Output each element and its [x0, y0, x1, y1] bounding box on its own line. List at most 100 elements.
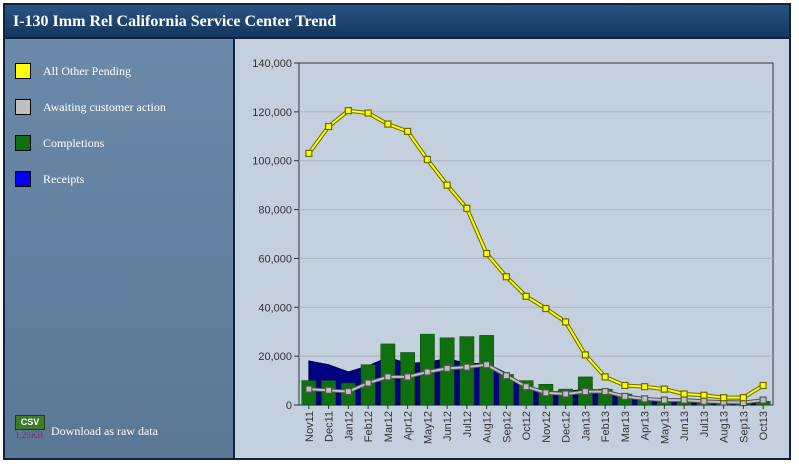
completions-bar [479, 335, 494, 406]
all-other-pending-point [621, 381, 629, 390]
x-tick-label: Jun12 [442, 411, 454, 441]
all-other-pending-point [522, 292, 530, 300]
x-tick-label: Sep12 [501, 411, 513, 443]
x-tick-label: Feb13 [600, 411, 612, 442]
awaiting-customer-action-point [305, 385, 313, 393]
awaiting-customer-action-point [502, 372, 510, 380]
awaiting-customer-action-point [463, 363, 471, 371]
legend-item-receipts[interactable]: Receipts [15, 169, 84, 189]
x-tick-label: Nov11 [304, 411, 316, 442]
awaiting-customer-action-point [680, 396, 688, 404]
legend-label: Awaiting customer action [43, 99, 166, 114]
awaiting-customer-action-point [542, 389, 550, 397]
completions-bar [301, 380, 317, 406]
trend-chart: 0 20,000 40,000 60,000 80,000 100,000 120,000 1… [252, 58, 774, 444]
y-tick-label: 80,000 [258, 205, 292, 217]
all-other-pending-point [384, 120, 392, 128]
awaiting-customer-action-point [700, 397, 708, 405]
x-tick-label: Mar12 [383, 411, 395, 442]
chart-panel: I-130 Imm Rel California Service Center … [3, 3, 791, 460]
awaiting-customer-action-point [641, 395, 649, 403]
awaiting-customer-action-point [601, 387, 609, 396]
awaiting-customer-action-point [562, 390, 570, 398]
x-tick-label: Aug13 [719, 411, 731, 443]
y-tick-label: 20,000 [258, 351, 292, 363]
x-tick-label: Apr12 [403, 411, 415, 440]
all-other-pending-point [581, 351, 589, 359]
all-other-pending-point [364, 109, 372, 117]
y-tick-label: 100,000 [252, 156, 292, 168]
x-tick-label: Jan13 [580, 411, 592, 441]
x-tick-label: May12 [422, 411, 434, 444]
awaiting-customer-action-point [325, 386, 333, 394]
all-other-pending-point [739, 394, 747, 402]
all-other-pending-point [502, 273, 510, 281]
chart-title: I-130 Imm Rel California Service Center … [5, 5, 789, 39]
y-tick-label: 120,000 [252, 107, 292, 119]
x-tick-label: Aug12 [482, 411, 494, 443]
all-other-pending-point [601, 373, 609, 381]
legend-swatch-blue [15, 171, 31, 187]
all-other-pending-point [562, 318, 570, 326]
awaiting-customer-action-point [759, 396, 767, 404]
completions-bar [459, 336, 475, 406]
legend-item-awaiting-customer-action[interactable]: Awaiting customer action [15, 97, 166, 117]
x-tick-label: Oct12 [521, 411, 533, 440]
x-tick-label: Sep13 [738, 411, 750, 443]
legend-swatch-green [15, 135, 31, 151]
awaiting-customer-action-point [443, 364, 451, 372]
awaiting-customer-action-point [423, 368, 431, 376]
x-tick-label: May13 [659, 411, 671, 444]
download-raw-data-link[interactable]: CSV 1.20KB Download as raw data [15, 415, 158, 441]
all-other-pending-point [344, 107, 352, 115]
csv-file-size: 1.20KB [15, 430, 44, 440]
legend-sidebar: All Other Pending Awaiting customer acti… [5, 39, 235, 458]
awaiting-customer-action-point [384, 373, 392, 381]
y-tick-label: 0 [286, 400, 292, 412]
y-tick-label: 140,000 [252, 58, 292, 70]
y-tick-label: 60,000 [258, 253, 292, 265]
awaiting-customer-action-point [364, 379, 372, 387]
x-tick-label: Jul12 [462, 411, 474, 437]
all-other-pending-point [325, 122, 333, 131]
legend-swatch-gray [15, 99, 31, 115]
legend-item-all-other-pending[interactable]: All Other Pending [15, 61, 131, 81]
legend-item-completions[interactable]: Completions [15, 133, 104, 153]
awaiting-customer-action-point [581, 387, 589, 396]
all-other-pending-point [759, 381, 767, 390]
all-other-pending-point [463, 204, 471, 212]
csv-icon[interactable]: CSV 1.20KB [15, 415, 45, 441]
all-other-pending-point [680, 390, 688, 398]
all-other-pending-point [483, 249, 491, 258]
csv-badge: CSV [15, 415, 45, 430]
all-other-pending-point [700, 391, 708, 399]
awaiting-customer-action-point [483, 361, 491, 369]
download-label[interactable]: Download as raw data [51, 424, 158, 438]
all-other-pending-point [305, 149, 313, 157]
all-other-pending-point [423, 155, 431, 164]
awaiting-customer-action-point [660, 396, 668, 404]
x-tick-label: Dec11 [324, 411, 336, 442]
x-tick-label: Mar13 [620, 411, 632, 442]
awaiting-customer-action-point [621, 392, 629, 401]
all-other-pending-point [641, 383, 649, 391]
x-tick-label: Feb12 [363, 411, 375, 442]
awaiting-customer-action-point [344, 387, 352, 396]
all-other-pending-point [542, 304, 550, 313]
x-tick-label: Dec12 [561, 411, 573, 443]
awaiting-customer-action-point [522, 383, 530, 391]
awaiting-customer-action-point [404, 373, 412, 381]
all-other-pending-point [660, 385, 668, 393]
legend-swatch-yellow [15, 63, 31, 79]
legend-label: Receipts [43, 171, 85, 186]
x-tick-label: Jul13 [699, 411, 711, 437]
all-other-pending-point [720, 394, 728, 402]
all-other-pending-point [443, 181, 451, 189]
all-other-pending-point [404, 127, 412, 136]
x-tick-label: Jan12 [343, 411, 355, 441]
legend-label: All Other Pending [43, 63, 131, 78]
x-tick-label: Oct13 [758, 411, 770, 440]
x-tick-label: Apr13 [640, 411, 652, 440]
x-tick-label: Jun13 [679, 411, 691, 441]
x-tick-label: Nov12 [541, 411, 553, 443]
